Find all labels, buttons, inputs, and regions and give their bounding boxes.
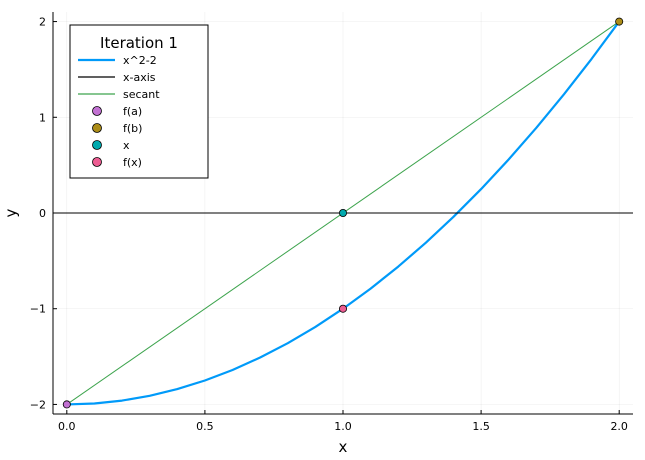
y-tick-label: 1 <box>39 111 46 124</box>
legend-swatch-marker <box>92 140 102 150</box>
x-tick-label: 2.0 <box>610 420 628 433</box>
points-layer <box>62 17 624 409</box>
legend-label: f(b) <box>123 122 142 135</box>
legend-swatch-marker <box>92 106 102 116</box>
x-tick-label: 0.0 <box>58 420 76 433</box>
legend-entries: x^2-2 x-axis secant f(a) f(b) x f(x) <box>78 54 160 169</box>
point-f-x- <box>338 304 347 313</box>
y-tick-label: 2 <box>39 16 46 29</box>
legend-label: f(x) <box>123 156 142 169</box>
y-axis-label: y <box>2 208 20 217</box>
y-tick-label: −2 <box>30 398 46 411</box>
legend-title: Iteration 1 <box>100 34 178 52</box>
x-tick-label: 1.0 <box>334 420 352 433</box>
legend-swatch-marker <box>92 123 102 133</box>
ticks: 0.0 0.5 1.0 1.5 2.0 −2 −1 0 1 2 <box>30 16 628 433</box>
point-x <box>338 208 347 217</box>
legend-box <box>69 24 209 179</box>
legend-swatch-marker <box>92 157 102 167</box>
y-tick-label: 0 <box>39 207 46 220</box>
legend-label: x <box>123 139 130 152</box>
legend-label: x-axis <box>123 71 156 84</box>
x-tick-label: 1.5 <box>472 420 490 433</box>
x-axis-label: x <box>339 438 348 456</box>
legend-label: secant <box>123 88 160 101</box>
legend-label: f(a) <box>123 105 142 118</box>
point-f-b- <box>615 17 624 26</box>
legend-label: x^2-2 <box>123 54 157 67</box>
legend: Iteration 1 x^2-2 x-axis secant f(a) f(b) x f(… <box>69 24 209 179</box>
x-tick-label: 0.5 <box>196 420 214 433</box>
point-f-a- <box>62 400 71 409</box>
y-tick-label: −1 <box>30 303 46 316</box>
